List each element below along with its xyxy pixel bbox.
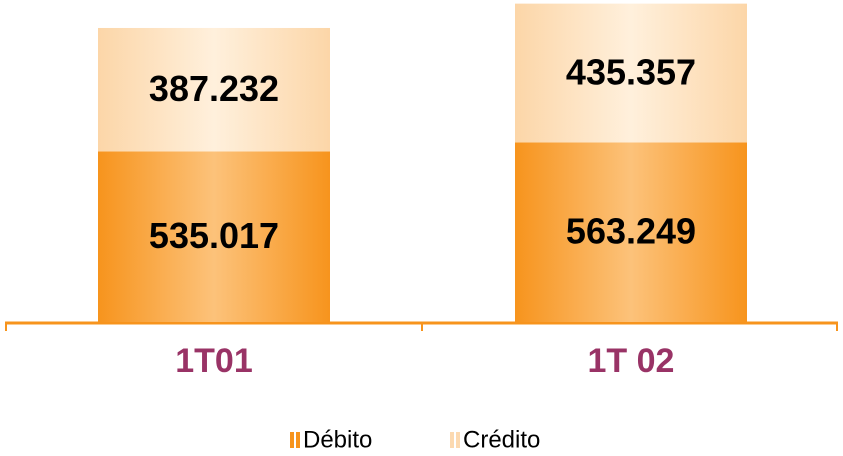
legend-label: Débito (303, 426, 372, 453)
bar-segment (515, 3, 747, 143)
legend-swatch (450, 432, 454, 448)
data-label: 535.017 (149, 215, 279, 256)
data-label: 435.357 (566, 52, 696, 93)
data-label: 387.232 (149, 68, 279, 109)
bar-segment (515, 142, 747, 322)
x-tick-label: 1T01 (175, 342, 253, 380)
x-tick-label: 1T 02 (588, 342, 675, 380)
legend-swatch (290, 432, 294, 448)
legend-label: Crédito (463, 426, 540, 453)
bar-segment (98, 27, 330, 152)
legend-swatch (296, 432, 300, 448)
bar-segment (98, 151, 330, 322)
data-label: 563.249 (566, 211, 696, 252)
legend-swatch (456, 432, 460, 448)
